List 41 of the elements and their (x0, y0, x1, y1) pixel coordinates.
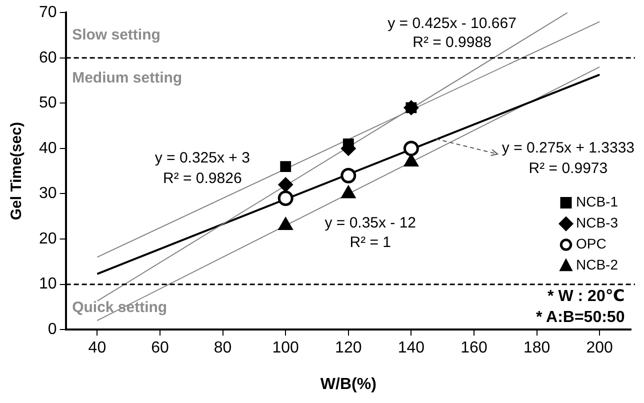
y-tick-label: 60 (39, 49, 57, 66)
x-tick-label: 40 (88, 340, 106, 357)
point (278, 177, 294, 192)
x-tick-label: 100 (272, 340, 300, 357)
annotation: y = 0.425x - 10.667 (388, 15, 516, 32)
y-tick-label: 30 (39, 185, 57, 202)
annotation: y = 0.325x + 3 (154, 150, 250, 167)
y-tick-label: 50 (39, 94, 57, 112)
x-tick-label: 140 (398, 340, 425, 357)
point (403, 140, 419, 156)
y-tick-label: 0 (48, 321, 57, 338)
legend-label: NCB-3 (576, 214, 618, 231)
x-tick-label: 160 (460, 340, 488, 357)
annotation: * W : 20℃ (548, 288, 625, 305)
annotation: Slow setting (72, 26, 160, 44)
annotation: Medium setting (72, 69, 182, 86)
x-tick-label: 120 (335, 340, 362, 357)
annotation: R² = 0.9988 (412, 34, 492, 52)
x-axis-title: W/B(%) (320, 376, 376, 393)
point (278, 190, 294, 206)
x-tick-label: 80 (214, 340, 232, 357)
annotation: * A:B=50:50 (536, 309, 625, 326)
x-tick-label: 180 (523, 340, 550, 357)
y-tick-label: 40 (39, 140, 57, 157)
x-tick-label: 200 (586, 340, 614, 357)
annotation: Quick setting (72, 299, 168, 316)
legend-label: NCB-2 (576, 256, 618, 273)
y-tick-label: 20 (39, 230, 57, 248)
annotation: y = 0.35x - 12 (324, 214, 416, 232)
legend-label: NCB-1 (576, 194, 618, 210)
y-tick-label: 70 (39, 4, 57, 22)
y-tick-label: 10 (39, 276, 57, 293)
y-axis-title: Gel Time(sec) (8, 122, 26, 220)
point (280, 161, 292, 172)
annotation: R² = 0.9973 (528, 160, 608, 177)
legend-label: OPC (576, 236, 606, 252)
point (340, 168, 356, 184)
annotation: R² = 1 (350, 234, 392, 251)
annotation: y = 0.275x + 1.3333 (502, 140, 635, 157)
annotation: R² = 0.9826 (162, 170, 242, 187)
x-tick-label: 60 (151, 340, 169, 357)
